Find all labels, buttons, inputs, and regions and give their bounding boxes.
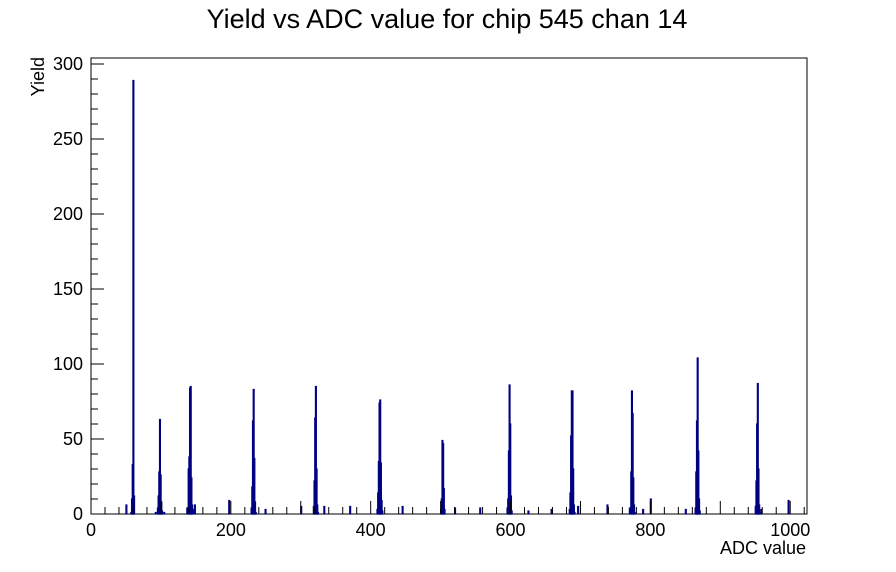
histogram-bin-997 <box>787 499 790 515</box>
x-tick-label: 200 <box>216 520 246 540</box>
histogram-bin-445 <box>401 505 404 515</box>
plot-frame <box>90 57 808 515</box>
histogram-bin-235 <box>254 511 257 515</box>
y-tick-label: 300 <box>53 54 83 74</box>
histogram-bin-60 <box>132 79 135 515</box>
chart-title: Yield vs ADC value for chip 545 chan 14 <box>207 4 688 34</box>
histogram-bin-324 <box>316 511 320 515</box>
x-tick-label: 600 <box>496 520 526 540</box>
x-axis-label: ADC value <box>720 538 806 558</box>
y-tick-label: 200 <box>53 204 83 224</box>
x-tick-label: 1000 <box>770 520 810 540</box>
y-tick-label: 100 <box>53 354 83 374</box>
histogram-bin-777 <box>633 511 636 515</box>
histogram-bin-956 <box>758 511 761 515</box>
y-tick-label: 50 <box>63 429 83 449</box>
histogram-bin-850 <box>684 508 687 515</box>
histogram-bin-556 <box>479 507 482 515</box>
histogram-bars <box>125 79 790 515</box>
histogram-bin-505 <box>443 508 446 515</box>
histogram-bin-870 <box>698 510 701 515</box>
plot-area-border <box>90 57 808 515</box>
histogram-bin-696 <box>577 505 580 515</box>
histogram-bin-770 <box>628 507 631 515</box>
histogram-bin-370 <box>349 505 352 515</box>
histogram-bin-625 <box>527 510 530 515</box>
histogram-bin-601 <box>510 510 513 515</box>
histogram-bin-958 <box>760 508 763 515</box>
histogram-bin-50 <box>125 504 128 515</box>
y-tick-label: 250 <box>53 129 83 149</box>
x-tick-label: 0 <box>86 520 96 540</box>
x-tick-label: 400 <box>356 520 386 540</box>
histogram-bin-789 <box>642 508 645 515</box>
histogram-bin-145 <box>191 508 194 515</box>
histogram-bin-249 <box>264 508 267 515</box>
histogram-bin-148 <box>193 504 196 515</box>
x-tick-label: 800 <box>635 520 665 540</box>
histogram-bin-101 <box>161 510 164 515</box>
y-tick-label: 150 <box>53 279 83 299</box>
y-tick-label: 0 <box>73 504 83 524</box>
histogram-bin-61 <box>133 495 136 515</box>
x-axis: 0 200 400 600 800 1000 <box>86 501 810 540</box>
histogram-bin-416 <box>381 510 384 515</box>
histogram-bin-92 <box>154 511 157 515</box>
histogram-bin-691 <box>573 511 576 515</box>
histogram-bin-658 <box>550 508 553 515</box>
histogram-bin-137 <box>186 507 189 515</box>
y-axis-label: Yield <box>28 57 48 96</box>
histogram-bin-104 <box>163 511 166 515</box>
histogram-bin-197 <box>228 499 231 515</box>
y-axis: 0 50 100 150 200 250 300 <box>53 54 104 524</box>
histogram-bin-333 <box>323 505 326 515</box>
histogram-bin-738 <box>606 504 609 515</box>
